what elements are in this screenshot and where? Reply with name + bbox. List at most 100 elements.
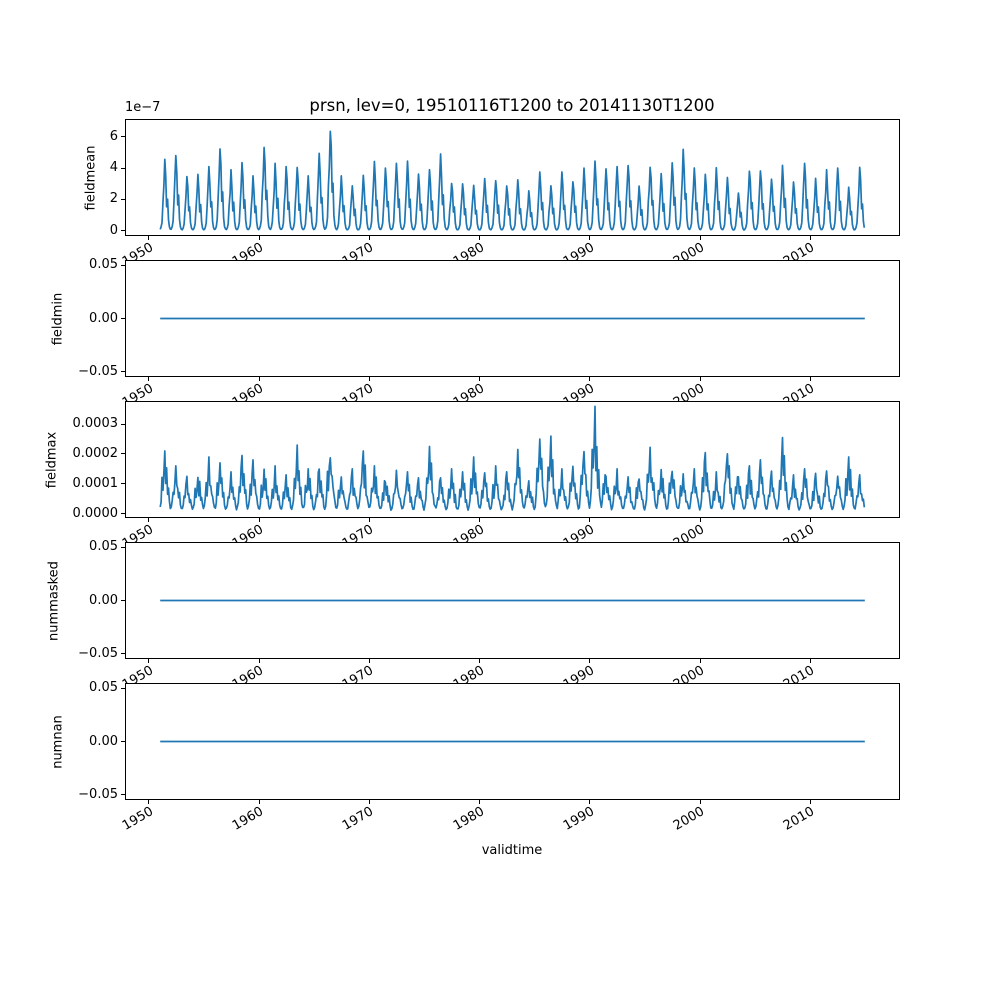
x-tick-mark xyxy=(699,800,701,804)
x-tick-mark xyxy=(368,236,370,240)
y-tick-mark xyxy=(121,318,125,319)
x-tick-mark xyxy=(368,377,370,381)
x-tick-mark xyxy=(810,800,812,804)
x-tick-label: 1950 xyxy=(119,240,156,270)
y-tick-mark xyxy=(121,600,125,601)
axes-frame xyxy=(125,401,900,518)
x-tick-mark xyxy=(148,800,150,804)
axes-frame xyxy=(125,542,900,659)
x-tick-label: 2000 xyxy=(671,381,708,411)
x-tick-label: 2000 xyxy=(671,240,708,270)
x-tick-mark xyxy=(589,659,591,663)
x-tick-label: 1980 xyxy=(450,522,487,552)
x-tick-label: 1970 xyxy=(340,522,377,552)
x-tick-mark xyxy=(368,800,370,804)
y-tick-mark xyxy=(121,483,125,485)
y-tick-label: 0.00 xyxy=(89,592,118,608)
y-tick-label: −0.05 xyxy=(78,645,118,661)
line-series-fieldmax xyxy=(125,401,900,518)
x-tick-label: 1990 xyxy=(560,381,597,411)
x-tick-label: 2000 xyxy=(671,663,708,693)
y-tick-mark xyxy=(121,546,125,548)
y-tick-label: 0.05 xyxy=(89,257,118,273)
y-tick-mark xyxy=(121,741,125,742)
x-tick-label: 1970 xyxy=(340,381,377,411)
axes-frame xyxy=(125,119,900,236)
x-tick-label: 1980 xyxy=(450,663,487,693)
x-tick-mark xyxy=(258,659,260,663)
x-tick-label: 2010 xyxy=(781,804,818,834)
y-tick-label: 0.0001 xyxy=(72,475,119,491)
x-tick-label: 1970 xyxy=(340,804,377,834)
x-tick-label: 2000 xyxy=(671,804,708,834)
x-tick-mark xyxy=(148,518,150,522)
x-tick-mark xyxy=(810,377,812,381)
x-tick-label: 1950 xyxy=(119,522,156,552)
y-tick-mark xyxy=(121,794,125,796)
x-tick-label: 1980 xyxy=(450,240,487,270)
x-tick-mark xyxy=(258,800,260,804)
x-tick-mark xyxy=(148,377,150,381)
x-tick-mark xyxy=(479,377,481,381)
y-tick-mark xyxy=(121,653,125,655)
y-axis-label-nummasked: nummasked xyxy=(46,560,62,641)
y-tick-label: 0.00 xyxy=(89,733,118,749)
y-tick-mark xyxy=(121,371,125,373)
x-tick-label: 1950 xyxy=(119,663,156,693)
y-tick-mark xyxy=(121,423,125,425)
x-tick-label: 1980 xyxy=(450,804,487,834)
y-tick-label: −0.05 xyxy=(78,786,118,802)
x-tick-mark xyxy=(589,800,591,804)
x-tick-label: 1990 xyxy=(560,804,597,834)
y-tick-mark xyxy=(121,198,125,200)
y-axis-label-fieldmax: fieldmax xyxy=(44,431,60,488)
chart-title: prsn, lev=0, 19510116T1200 to 20141130T1… xyxy=(309,96,715,115)
x-tick-mark xyxy=(810,236,812,240)
y-tick-label: 0 xyxy=(109,222,118,238)
x-tick-label: 1990 xyxy=(560,522,597,552)
y-tick-label: 6 xyxy=(109,128,118,144)
x-tick-label: 1970 xyxy=(340,240,377,270)
x-tick-mark xyxy=(368,659,370,663)
y-tick-label: −0.05 xyxy=(78,363,118,379)
y-tick-mark xyxy=(121,687,125,689)
x-tick-mark xyxy=(368,518,370,522)
x-tick-label: 1990 xyxy=(560,663,597,693)
y-tick-label: 0.05 xyxy=(89,539,118,555)
y-tick-label: 0.00 xyxy=(89,310,118,326)
x-axis-label: validtime xyxy=(481,843,543,858)
x-tick-label: 2010 xyxy=(781,663,818,693)
x-tick-mark xyxy=(148,236,150,240)
x-tick-label: 1990 xyxy=(560,240,597,270)
x-tick-label: 1960 xyxy=(229,240,267,270)
x-tick-label: 2010 xyxy=(781,240,818,270)
y-tick-mark xyxy=(121,513,125,515)
x-tick-label: 1980 xyxy=(450,381,487,411)
x-tick-label: 1950 xyxy=(119,381,156,411)
y-tick-mark xyxy=(121,264,125,266)
y-tick-label: 0.0000 xyxy=(72,505,119,521)
y-tick-mark xyxy=(121,230,125,232)
x-tick-mark xyxy=(810,659,812,663)
line-series-fieldmean xyxy=(125,119,900,236)
x-tick-label: 1960 xyxy=(229,663,267,693)
axes-frame xyxy=(125,260,900,377)
line-series-nummasked xyxy=(125,542,900,659)
x-tick-mark xyxy=(699,659,701,663)
x-tick-mark xyxy=(699,518,701,522)
axes-frame xyxy=(125,683,900,800)
x-tick-label: 2010 xyxy=(781,522,818,552)
x-tick-mark xyxy=(148,659,150,663)
y-tick-mark xyxy=(121,167,125,169)
x-tick-mark xyxy=(479,236,481,240)
line-series-numnan xyxy=(125,683,900,800)
y-axis-label-numnan: numnan xyxy=(50,714,66,769)
x-tick-mark xyxy=(699,377,701,381)
x-tick-mark xyxy=(589,377,591,381)
x-tick-label: 1960 xyxy=(229,804,267,834)
x-tick-label: 1970 xyxy=(340,663,377,693)
x-tick-label: 1960 xyxy=(229,522,267,552)
x-tick-mark xyxy=(589,518,591,522)
y-axis-label-fieldmin: fieldmin xyxy=(50,292,66,345)
